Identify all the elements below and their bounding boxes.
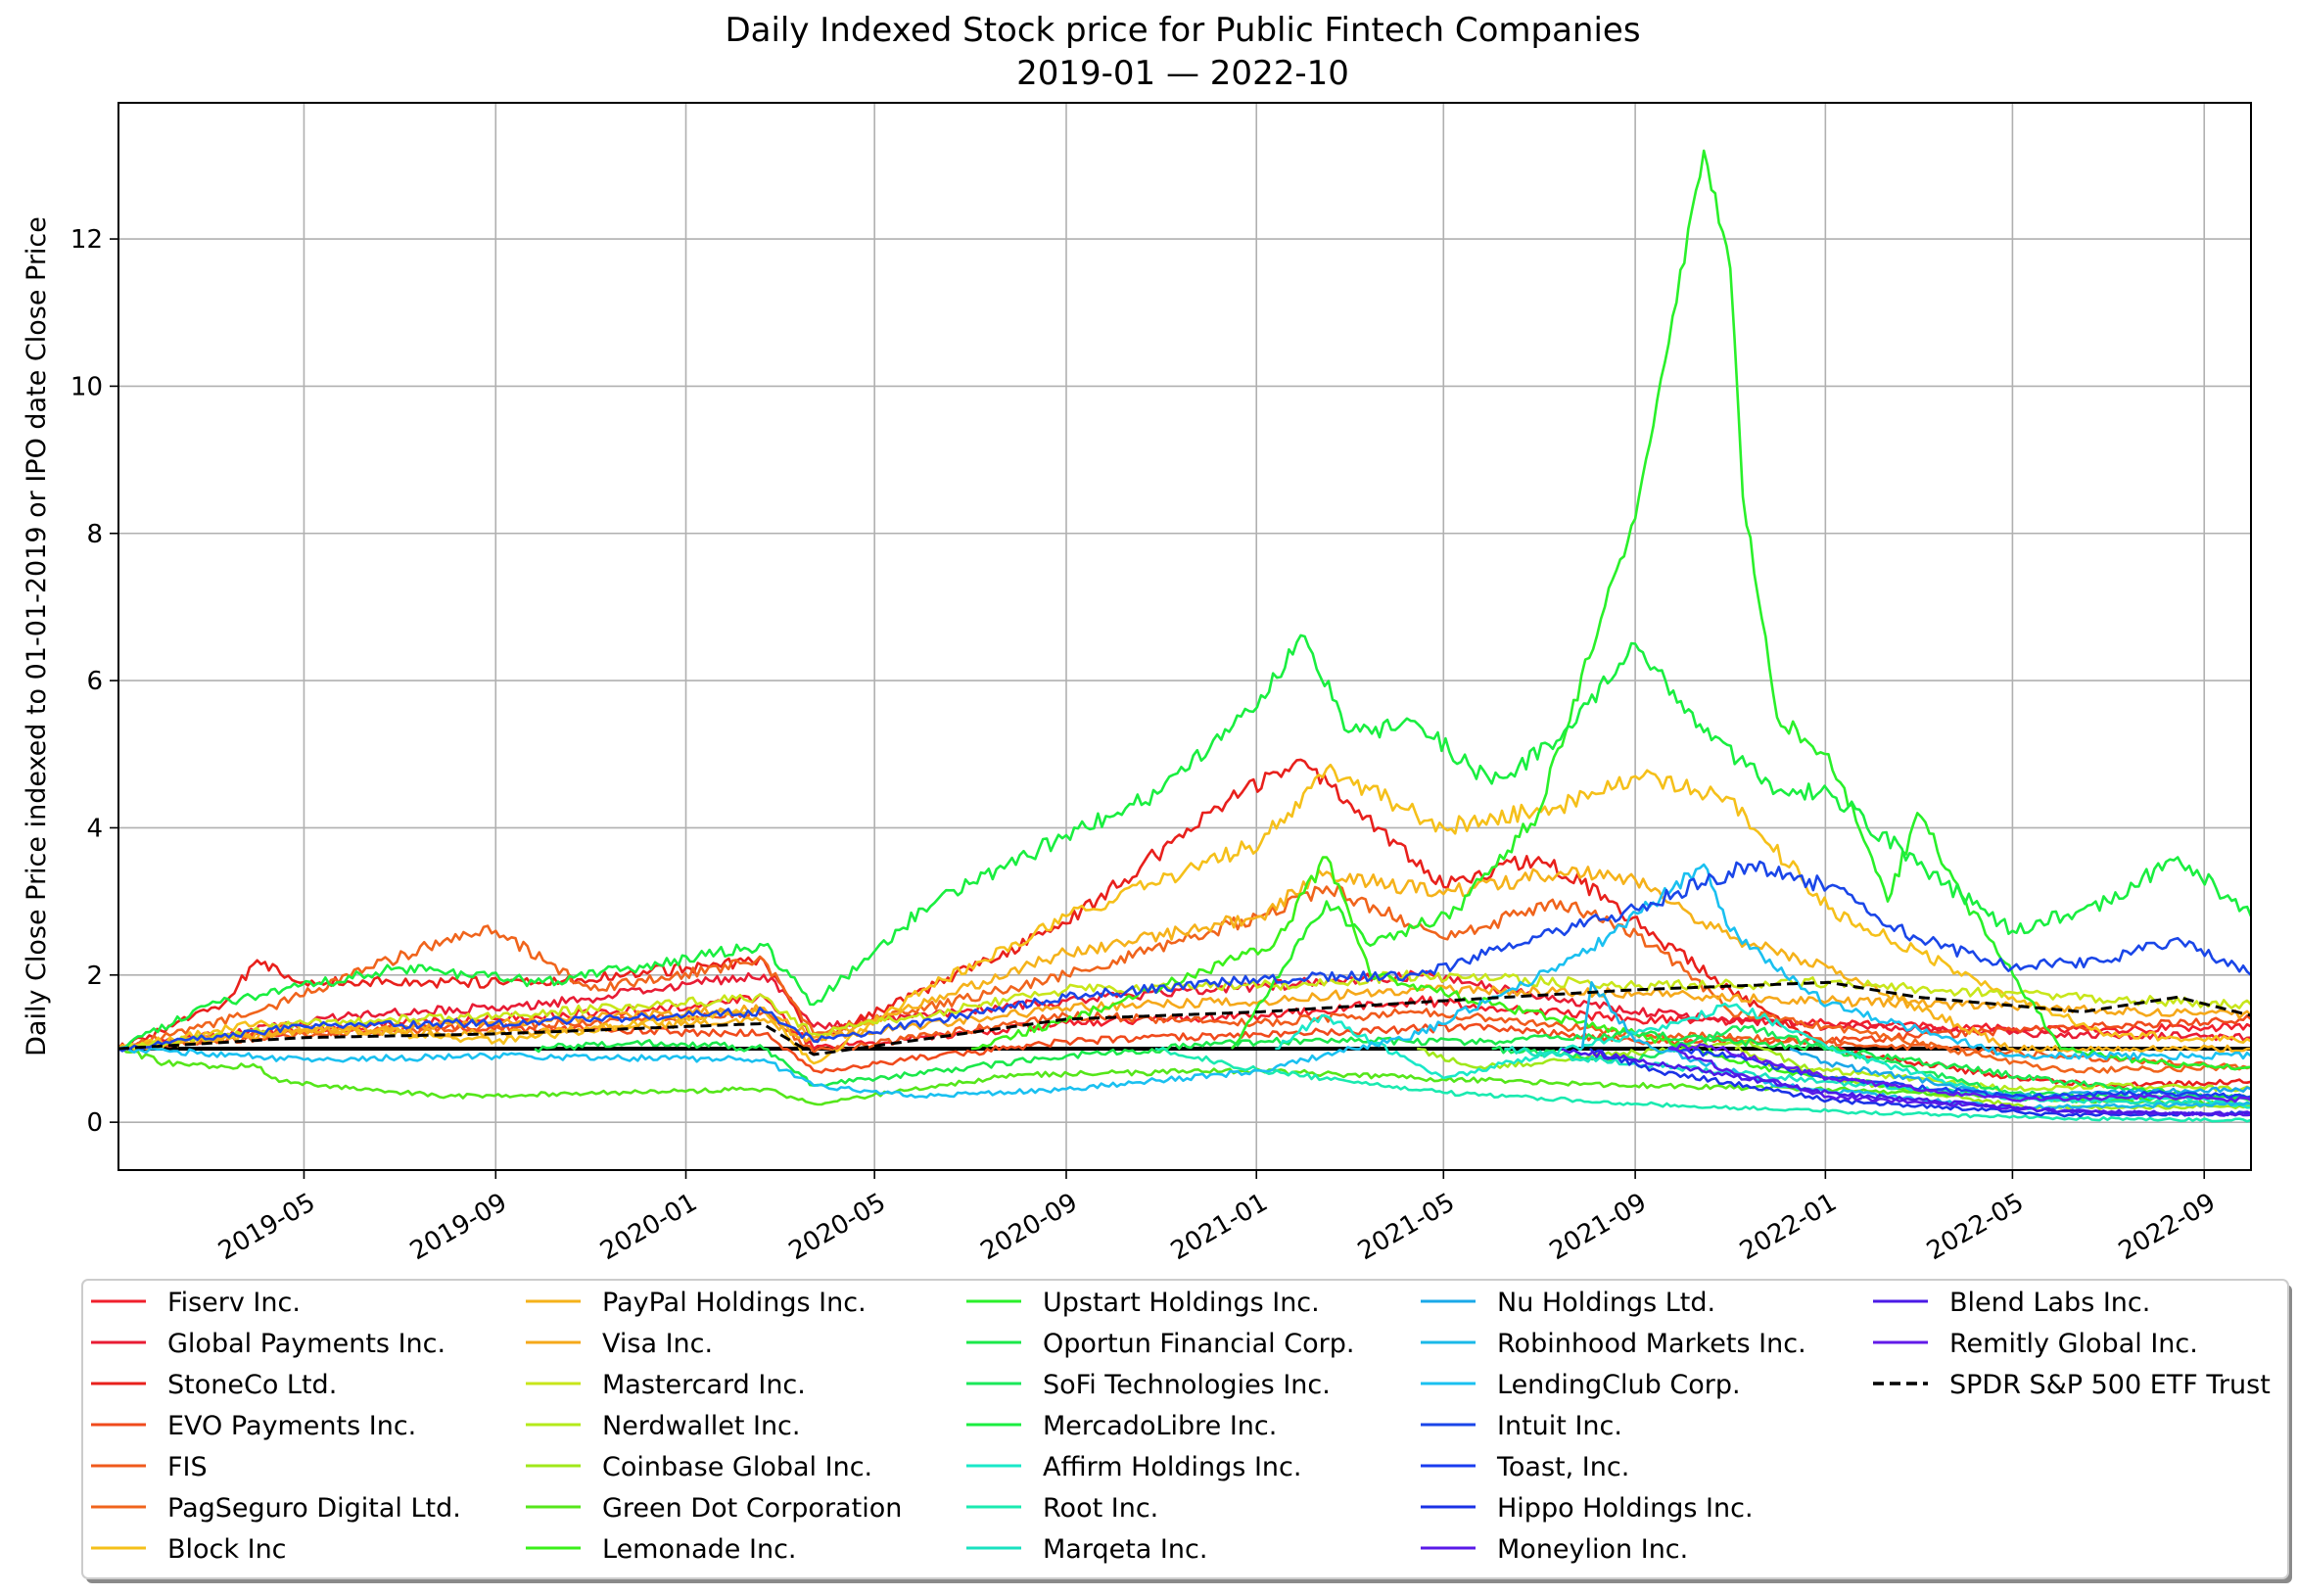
- legend-label: LendingClub Corp.: [1497, 1370, 1741, 1400]
- series-line-13: [970, 856, 2251, 1103]
- legend-label: Coinbase Global Inc.: [602, 1452, 872, 1482]
- legend-label: Blend Labs Inc.: [1949, 1288, 2150, 1318]
- legend-label: Block Inc: [167, 1534, 287, 1565]
- series-line-12: [118, 1047, 2251, 1107]
- legend-label: Nerdwallet Inc.: [602, 1411, 801, 1441]
- legend: Fiserv Inc. Global Payments Inc. StoneCo L…: [81, 1279, 2292, 1583]
- series-line-24: [118, 860, 2251, 1053]
- x-tick-label: 2020-09: [976, 1188, 1083, 1266]
- y-tick-label: 8: [86, 520, 103, 549]
- y-tick-label: 12: [70, 225, 103, 255]
- series-line-7: [118, 866, 2251, 1054]
- x-tick-label: 2021-09: [1545, 1188, 1652, 1266]
- series-line-6: [118, 763, 2251, 1065]
- legend-label: Marqeta Inc.: [1043, 1534, 1207, 1565]
- series-line-28: [1561, 1047, 2251, 1116]
- series-line-1: [118, 969, 2251, 1052]
- x-tick-label: 2020-05: [784, 1188, 891, 1266]
- x-tick-label: 2022-01: [1735, 1188, 1842, 1266]
- chart-title: Daily Indexed Stock price for Public Fin…: [725, 11, 1640, 50]
- legend-label: EVO Payments Inc.: [167, 1411, 416, 1441]
- legend-label: Green Dot Corporation: [602, 1493, 902, 1524]
- x-tick-label: 2022-09: [2114, 1188, 2221, 1266]
- legend-label: Root Inc.: [1043, 1493, 1158, 1524]
- y-tick-label: 2: [86, 962, 103, 991]
- legend-label: MercadoLibre Inc.: [1043, 1411, 1277, 1441]
- y-tick-label: 4: [86, 814, 103, 843]
- series-line-5: [118, 884, 2251, 1074]
- x-tick-label: 2019-05: [213, 1188, 320, 1266]
- series-lines: [118, 149, 2251, 1123]
- legend-items: Fiserv Inc. Global Payments Inc. StoneCo L…: [91, 1288, 2271, 1565]
- legend-label: Toast, Inc.: [1496, 1452, 1629, 1482]
- y-tick-label: 0: [86, 1108, 103, 1138]
- legend-label: Intuit Inc.: [1497, 1411, 1622, 1441]
- legend-label: PagSeguro Digital Ltd.: [167, 1493, 461, 1524]
- series-line-29: [1668, 1043, 2251, 1103]
- legend-label: Hippo Holdings Inc.: [1497, 1493, 1754, 1524]
- legend-label: FIS: [167, 1452, 208, 1482]
- legend-label: PayPal Holdings Inc.: [602, 1288, 867, 1318]
- legend-label: StoneCo Ltd.: [167, 1370, 337, 1400]
- legend-label: SoFi Technologies Inc.: [1043, 1370, 1331, 1400]
- legend-label: Fiserv Inc.: [167, 1288, 301, 1318]
- legend-label: Visa Inc.: [602, 1329, 713, 1359]
- x-tick-label: 2021-01: [1166, 1188, 1273, 1266]
- grid-lines: [118, 103, 2251, 1170]
- y-tick-label: 10: [70, 372, 103, 401]
- legend-label: Affirm Holdings Inc.: [1043, 1452, 1301, 1482]
- series-line-23: [118, 863, 2251, 1099]
- series-line-10: [1734, 1046, 2251, 1093]
- x-tick-label: 2019-09: [405, 1188, 512, 1266]
- legend-label: Remitly Global Inc.: [1949, 1329, 2198, 1359]
- series-line-21: [1789, 1047, 2251, 1100]
- y-axis-ticks: 0 2 4 6 8 10 12: [70, 225, 118, 1138]
- x-axis-ticks: 2019-05 2019-09 2020-01 2020-05 2020-09 2021-…: [213, 1170, 2221, 1266]
- legend-label: Global Payments Inc.: [167, 1329, 445, 1359]
- series-line-25: [1667, 1046, 2251, 1100]
- y-axis-label: Daily Close Price indexed to 01-01-2019 …: [22, 216, 52, 1056]
- legend-label: Robinhood Markets Inc.: [1497, 1329, 1806, 1359]
- x-tick-label: 2020-01: [595, 1188, 702, 1266]
- legend-label: Nu Holdings Ltd.: [1497, 1288, 1715, 1318]
- series-line-17: [118, 634, 2251, 1051]
- series-line-30: [118, 980, 2251, 1056]
- legend-label: SPDR S&P 500 ETF Trust: [1949, 1370, 2271, 1400]
- legend-label: Oportun Financial Corp.: [1043, 1329, 1354, 1359]
- legend-label: Lemonade Inc.: [602, 1534, 797, 1565]
- series-line-19: [1154, 1046, 2251, 1123]
- y-tick-label: 6: [86, 667, 103, 696]
- plot-frame: [117, 102, 2252, 1171]
- legend-label: Mastercard Inc.: [602, 1370, 806, 1400]
- x-tick-label: 2022-05: [1922, 1188, 2029, 1266]
- x-tick-label: 2021-05: [1353, 1188, 1460, 1266]
- legend-box: [81, 1279, 2289, 1579]
- legend-label: Moneylion Inc.: [1497, 1534, 1688, 1565]
- series-line-14: [1230, 149, 2251, 1071]
- chart-subtitle: 2019-01 — 2022-10: [1016, 54, 1349, 93]
- legend-label: Upstart Holdings Inc.: [1043, 1288, 1320, 1318]
